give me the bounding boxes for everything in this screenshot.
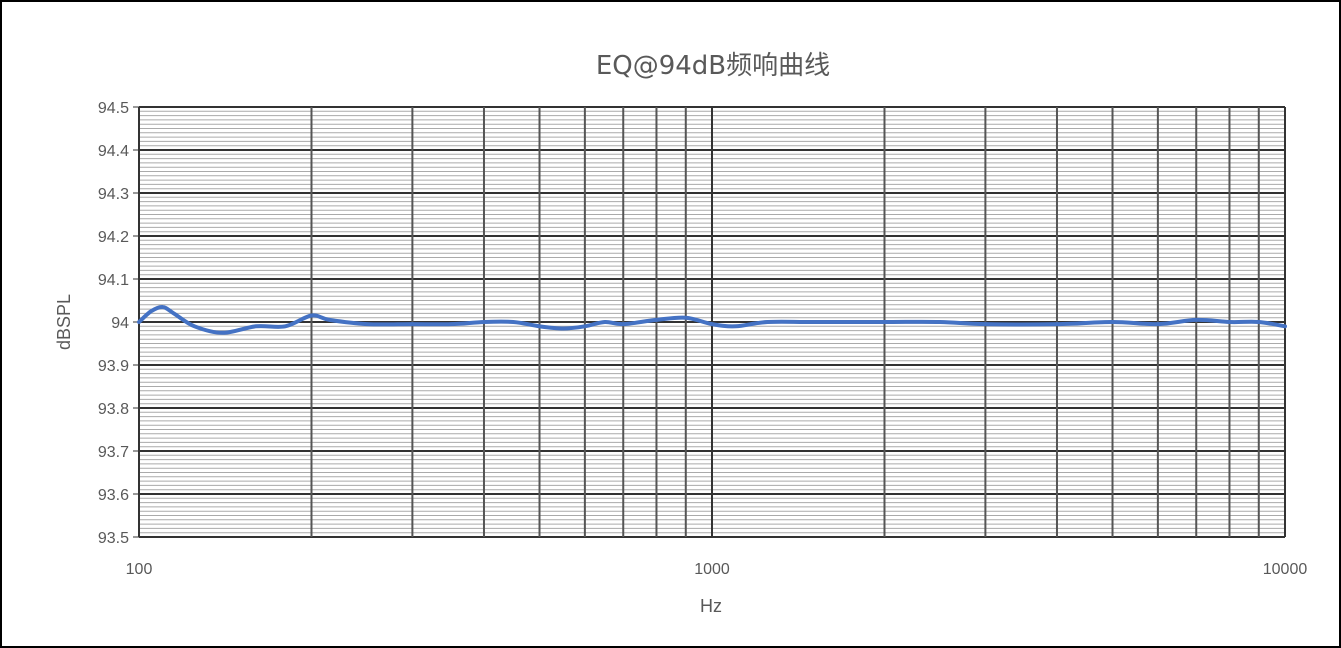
series-line	[137, 304, 1287, 335]
series	[137, 304, 1287, 335]
y-tick-label: 93.8	[98, 401, 129, 418]
y-tick-label: 93.7	[98, 444, 129, 461]
y-tick-label: 93.5	[98, 530, 129, 547]
tick-labels: 94.5 94.4 94.3 94.2 94.1 94 93.9 93.8 93.7 93.6 93…	[98, 100, 1307, 578]
y-tick-label: 94	[111, 315, 129, 332]
x-tick-label: 1000	[694, 561, 730, 578]
grid	[138, 106, 1286, 538]
y-axis-label: dBSPL	[54, 294, 74, 350]
y-tick-label: 94.3	[98, 186, 129, 203]
x-tick-label: 100	[126, 561, 153, 578]
y-tick-label: 94.5	[98, 100, 129, 117]
x-tick-label: 10000	[1263, 561, 1308, 578]
y-tick-label: 94.1	[98, 272, 129, 289]
y-tick-label: 93.9	[98, 358, 129, 375]
y-tick-label: 94.4	[98, 143, 129, 160]
chart-title: EQ@94dB频响曲线	[596, 51, 830, 81]
x-axis-label: Hz	[700, 596, 722, 616]
y-tick-label: 93.6	[98, 487, 129, 504]
y-tick-label: 94.2	[98, 229, 129, 246]
